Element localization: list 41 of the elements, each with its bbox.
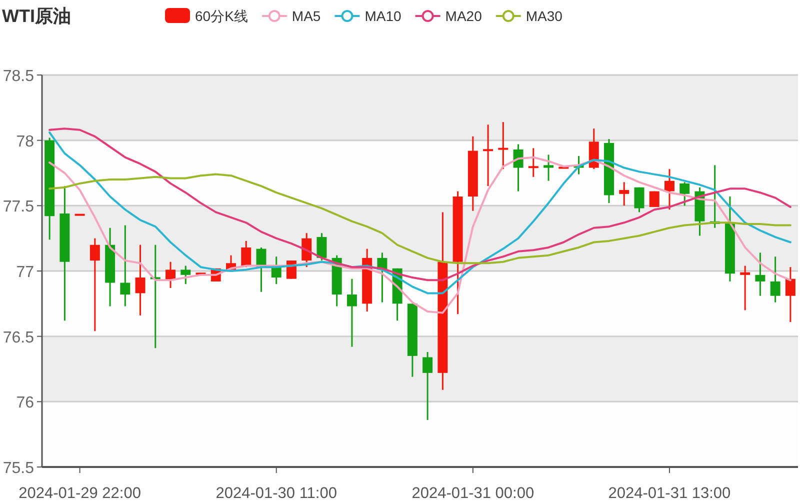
line-series: [48, 173, 792, 264]
y-tick-label: 75.5: [2, 460, 34, 477]
candlestick: [271, 256, 282, 285]
candlestick: [90, 238, 100, 332]
candlestick: [513, 144, 524, 192]
y-tick-label: 78.5: [2, 68, 34, 85]
candlestick: [619, 181, 630, 206]
candlestick: [166, 261, 176, 289]
legend-label: MA10: [364, 8, 402, 24]
candlestick: [135, 244, 146, 316]
x-tick-label: 2024-01-29 22:00: [18, 485, 142, 501]
candlestick: [740, 265, 750, 311]
y-tick-label: 76.5: [2, 329, 34, 346]
candlestick: [649, 190, 660, 208]
candlestick: [180, 265, 191, 285]
candlestick: [498, 121, 508, 170]
candlestick: [346, 278, 357, 348]
x-tick-label: 2024-01-31 00:00: [412, 485, 534, 501]
candlestick: [316, 232, 327, 262]
legend-label: 60分K线: [195, 8, 248, 24]
legend-label: MA20: [445, 8, 482, 24]
candlestick: [422, 351, 433, 421]
x-tick-label: 2024-01-30 11:00: [216, 485, 338, 501]
candlestick: [664, 168, 674, 210]
y-tick-label: 77: [16, 264, 34, 281]
candlestick: [680, 181, 690, 206]
y-tick-label: 78: [16, 133, 34, 150]
legend-label: MA5: [292, 8, 321, 24]
candlestick: [544, 154, 554, 182]
candlestick: [483, 124, 494, 187]
candlestick: [770, 256, 780, 304]
candlestick: [528, 147, 538, 178]
candlestick: [755, 252, 766, 297]
candlestick: [785, 266, 796, 323]
y-tick-label: 76: [16, 394, 34, 412]
candlestick: [120, 224, 130, 308]
x-tick-label: 2024-01-31 13:00: [608, 485, 732, 501]
chart-title: WTI原油: [2, 6, 71, 26]
candlestick: [634, 186, 644, 213]
y-tick-label: 77.5: [2, 198, 34, 216]
legend-label: MA30: [526, 8, 563, 24]
